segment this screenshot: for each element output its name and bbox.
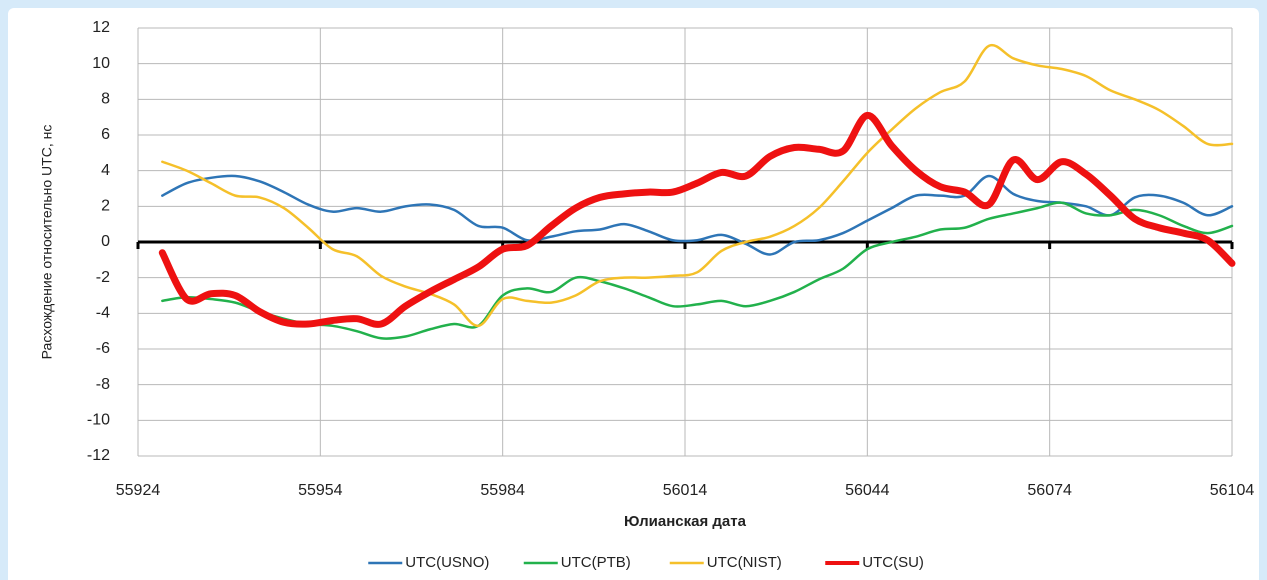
legend-label: UTC(PTB) [561, 554, 631, 571]
y-tick-label: -2 [96, 269, 110, 286]
legend-label: UTC(NIST) [707, 554, 782, 571]
legend-label: UTC(USNO) [405, 554, 489, 571]
x-tick-label: 56104 [1210, 482, 1255, 499]
series-line [161, 43, 1234, 328]
x-tick-label: 55984 [480, 482, 525, 499]
y-tick-label: 10 [92, 55, 110, 72]
y-tick-label: 12 [92, 19, 110, 36]
y-tick-label: 4 [101, 162, 110, 179]
y-axis-label: Расхождение относительно UTC, нс [39, 125, 55, 360]
x-axis-label: Юлианская дата [624, 513, 747, 530]
y-tick-label: -8 [96, 376, 110, 393]
y-tick-label: -12 [87, 447, 110, 464]
y-tick-label: -6 [96, 340, 110, 357]
y-tick-label: 2 [101, 198, 110, 215]
x-tick-label: 56014 [663, 482, 708, 499]
series-line [161, 201, 1234, 340]
y-tick-label: -4 [96, 305, 110, 322]
series-line [158, 111, 1236, 328]
x-tick-label: 55924 [116, 482, 161, 499]
y-tick-label: 8 [101, 91, 110, 108]
legend: UTC(USNO) UTC(PTB) UTC(NIST) UTC(SU) [368, 554, 924, 571]
x-tick-label: 56044 [845, 482, 890, 499]
y-tick-label: 6 [101, 126, 110, 143]
x-tick-label: 55954 [298, 482, 343, 499]
y-tick-label: 0 [101, 233, 110, 250]
y-tick-label: -10 [87, 412, 110, 429]
x-tick-label: 56074 [1027, 482, 1072, 499]
legend-label: UTC(SU) [862, 554, 924, 571]
